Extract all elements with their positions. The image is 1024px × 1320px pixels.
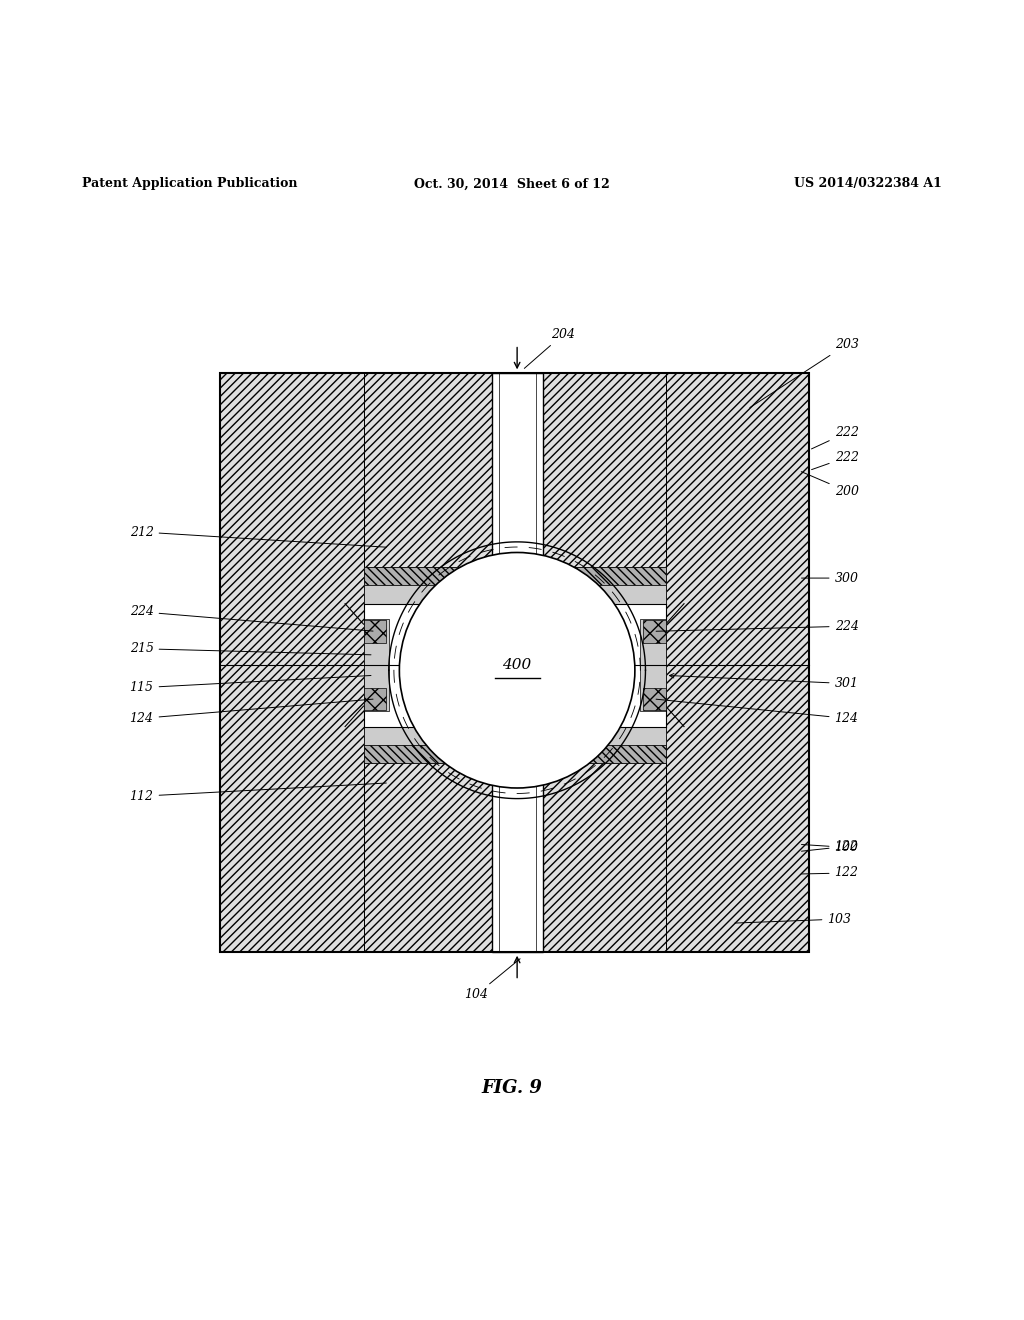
Bar [364,566,666,585]
Text: 124: 124 [130,700,373,725]
Text: Oct. 30, 2014  Sheet 6 of 12: Oct. 30, 2014 Sheet 6 of 12 [414,177,610,190]
Bar [492,374,543,624]
Bar [640,665,666,711]
Text: 224: 224 [656,619,858,632]
Bar [220,374,364,665]
Text: 104: 104 [464,958,520,1002]
Text: 200: 200 [801,471,858,498]
Bar [543,374,666,566]
Text: 224: 224 [130,606,373,631]
Text: 103: 103 [735,912,851,925]
Bar [364,688,386,710]
Circle shape [399,553,635,788]
Bar [220,665,364,952]
Text: 122: 122 [802,840,858,853]
Text: 203: 203 [750,338,858,408]
Text: 212: 212 [130,525,386,548]
Text: 115: 115 [130,676,371,694]
Bar [666,665,809,952]
Bar [643,688,666,710]
Bar [364,763,492,952]
Bar [364,585,666,603]
Text: 222: 222 [812,450,858,470]
Bar [364,744,666,763]
Text: 112: 112 [130,783,386,803]
Text: US 2014/0322384 A1: US 2014/0322384 A1 [795,177,942,190]
Bar [543,763,666,952]
Bar [364,374,492,566]
Bar [220,374,809,952]
Text: 301: 301 [670,673,858,690]
Bar [364,726,666,744]
Bar [640,619,666,665]
Text: 100: 100 [802,841,858,854]
Text: 215: 215 [130,643,371,655]
Text: 124: 124 [656,700,858,725]
Bar [364,665,389,711]
Text: FIG. 9: FIG. 9 [481,1078,543,1097]
Text: 122: 122 [802,866,858,879]
Text: 400: 400 [503,659,531,672]
Bar [492,706,543,952]
Bar [364,619,389,665]
Bar [666,374,809,665]
Bar [643,620,666,643]
Text: 204: 204 [524,327,575,368]
Bar [364,620,386,643]
Text: 300: 300 [802,572,858,585]
Text: Patent Application Publication: Patent Application Publication [82,177,297,190]
Text: 222: 222 [811,426,858,449]
